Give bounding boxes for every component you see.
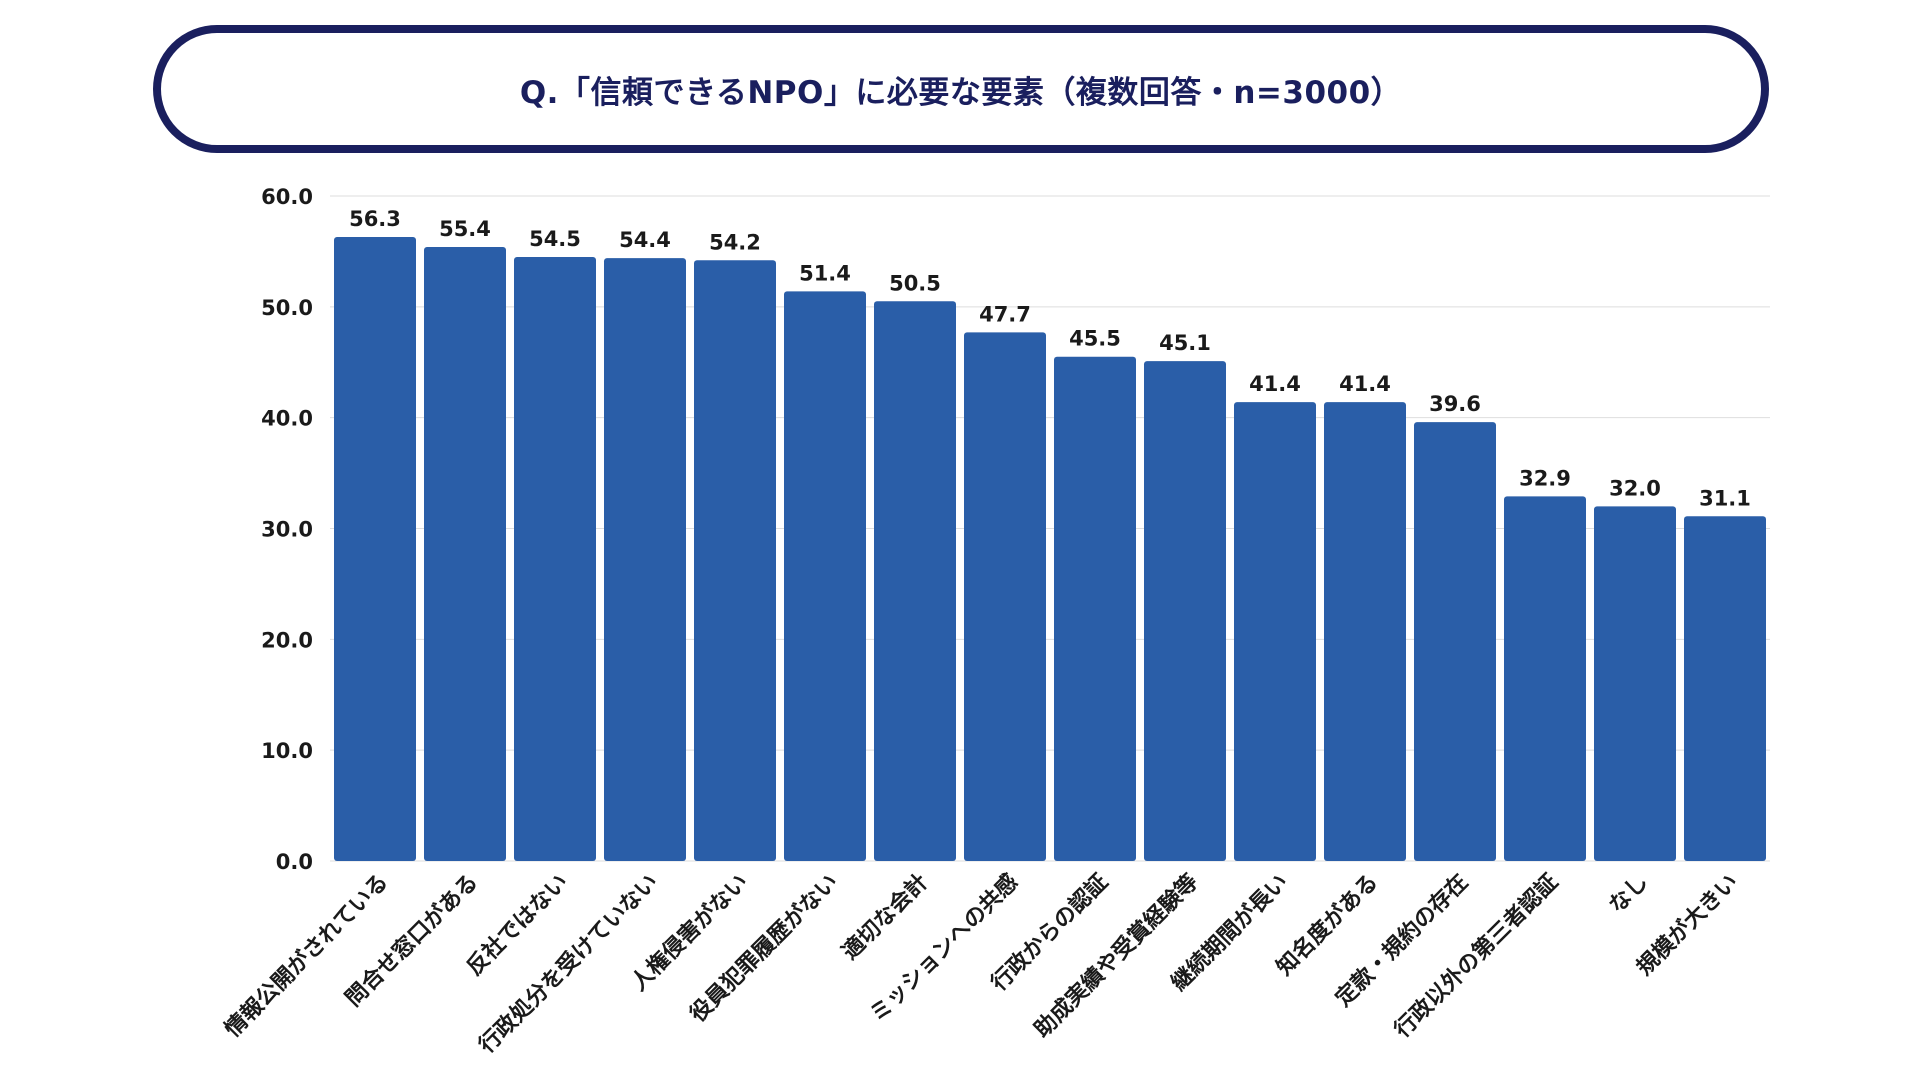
x-category-label: なし xyxy=(1604,870,1653,919)
bar xyxy=(964,332,1046,861)
bar-value-label: 39.6 xyxy=(1429,392,1481,416)
y-tick-label: 10.0 xyxy=(261,739,313,763)
bar-value-label: 54.5 xyxy=(529,227,581,251)
y-tick-label: 30.0 xyxy=(261,518,313,542)
bars xyxy=(334,237,1766,862)
bar xyxy=(784,291,866,862)
y-tick-label: 50.0 xyxy=(261,296,313,320)
bar-value-label: 47.7 xyxy=(979,302,1031,326)
bar xyxy=(1234,402,1316,861)
bar xyxy=(694,260,776,861)
bar-value-label: 45.1 xyxy=(1159,331,1211,355)
bar-value-label: 50.5 xyxy=(889,271,941,295)
y-axis: 0.0 10.0 20.0 30.0 40.0 50.0 60.0 xyxy=(261,185,313,874)
y-tick-label: 60.0 xyxy=(261,185,313,209)
bar-value-label: 54.2 xyxy=(709,230,761,254)
bar-value-label: 51.4 xyxy=(799,261,851,285)
bar xyxy=(1144,361,1226,861)
x-category-label: 助成実績や受賞経験等 xyxy=(1029,869,1203,1043)
bar xyxy=(1504,496,1586,861)
bar-value-label: 32.0 xyxy=(1609,476,1661,500)
y-tick-label: 0.0 xyxy=(276,850,313,874)
bar xyxy=(334,237,416,862)
bar-value-label: 45.5 xyxy=(1069,327,1121,351)
chart-title: Q.「信頼できるNPO」に必要な要素（複数回答・n=3000） xyxy=(519,74,1403,111)
bar xyxy=(424,246,506,861)
bar-value-label: 54.4 xyxy=(619,228,671,252)
x-category-label: 役員犯罪履歴がない xyxy=(685,869,843,1027)
x-category-label: 適切な会計 xyxy=(837,869,933,965)
bar-value-label: 41.4 xyxy=(1339,372,1391,396)
bar-value-label: 56.3 xyxy=(349,207,401,231)
category-labels: 情報公開がされている問合せ窓口がある反社ではない行政処分を受けていない人権侵害が… xyxy=(220,869,1743,1059)
bar xyxy=(1054,356,1136,861)
bar xyxy=(1684,516,1766,861)
x-category-label: ミッションへの共感 xyxy=(865,869,1023,1027)
bar xyxy=(604,258,686,862)
bar-value-label: 31.1 xyxy=(1699,486,1751,510)
x-category-label: 情報公開がされている xyxy=(220,869,393,1042)
bar-value-label: 41.4 xyxy=(1249,372,1301,396)
chart-title-frame: Q.「信頼できるNPO」に必要な要素（複数回答・n=3000） xyxy=(153,25,1769,153)
bar xyxy=(874,301,956,862)
bar-value-label: 32.9 xyxy=(1519,466,1571,490)
bar xyxy=(1594,506,1676,861)
x-category-label: 行政処分を受けていない xyxy=(473,869,663,1059)
y-tick-label: 20.0 xyxy=(261,628,313,652)
bar xyxy=(1324,402,1406,861)
bar xyxy=(1414,422,1496,861)
bar-value-label: 55.4 xyxy=(439,217,491,241)
bar xyxy=(514,256,596,861)
x-category-label: 行政以外の第三者認証 xyxy=(1389,869,1564,1044)
y-tick-label: 40.0 xyxy=(261,407,313,431)
value-labels: 56.3 55.4 54.5 54.4 54.2 51.4 50.5 47.7 45.5 45.1… xyxy=(349,207,1751,510)
